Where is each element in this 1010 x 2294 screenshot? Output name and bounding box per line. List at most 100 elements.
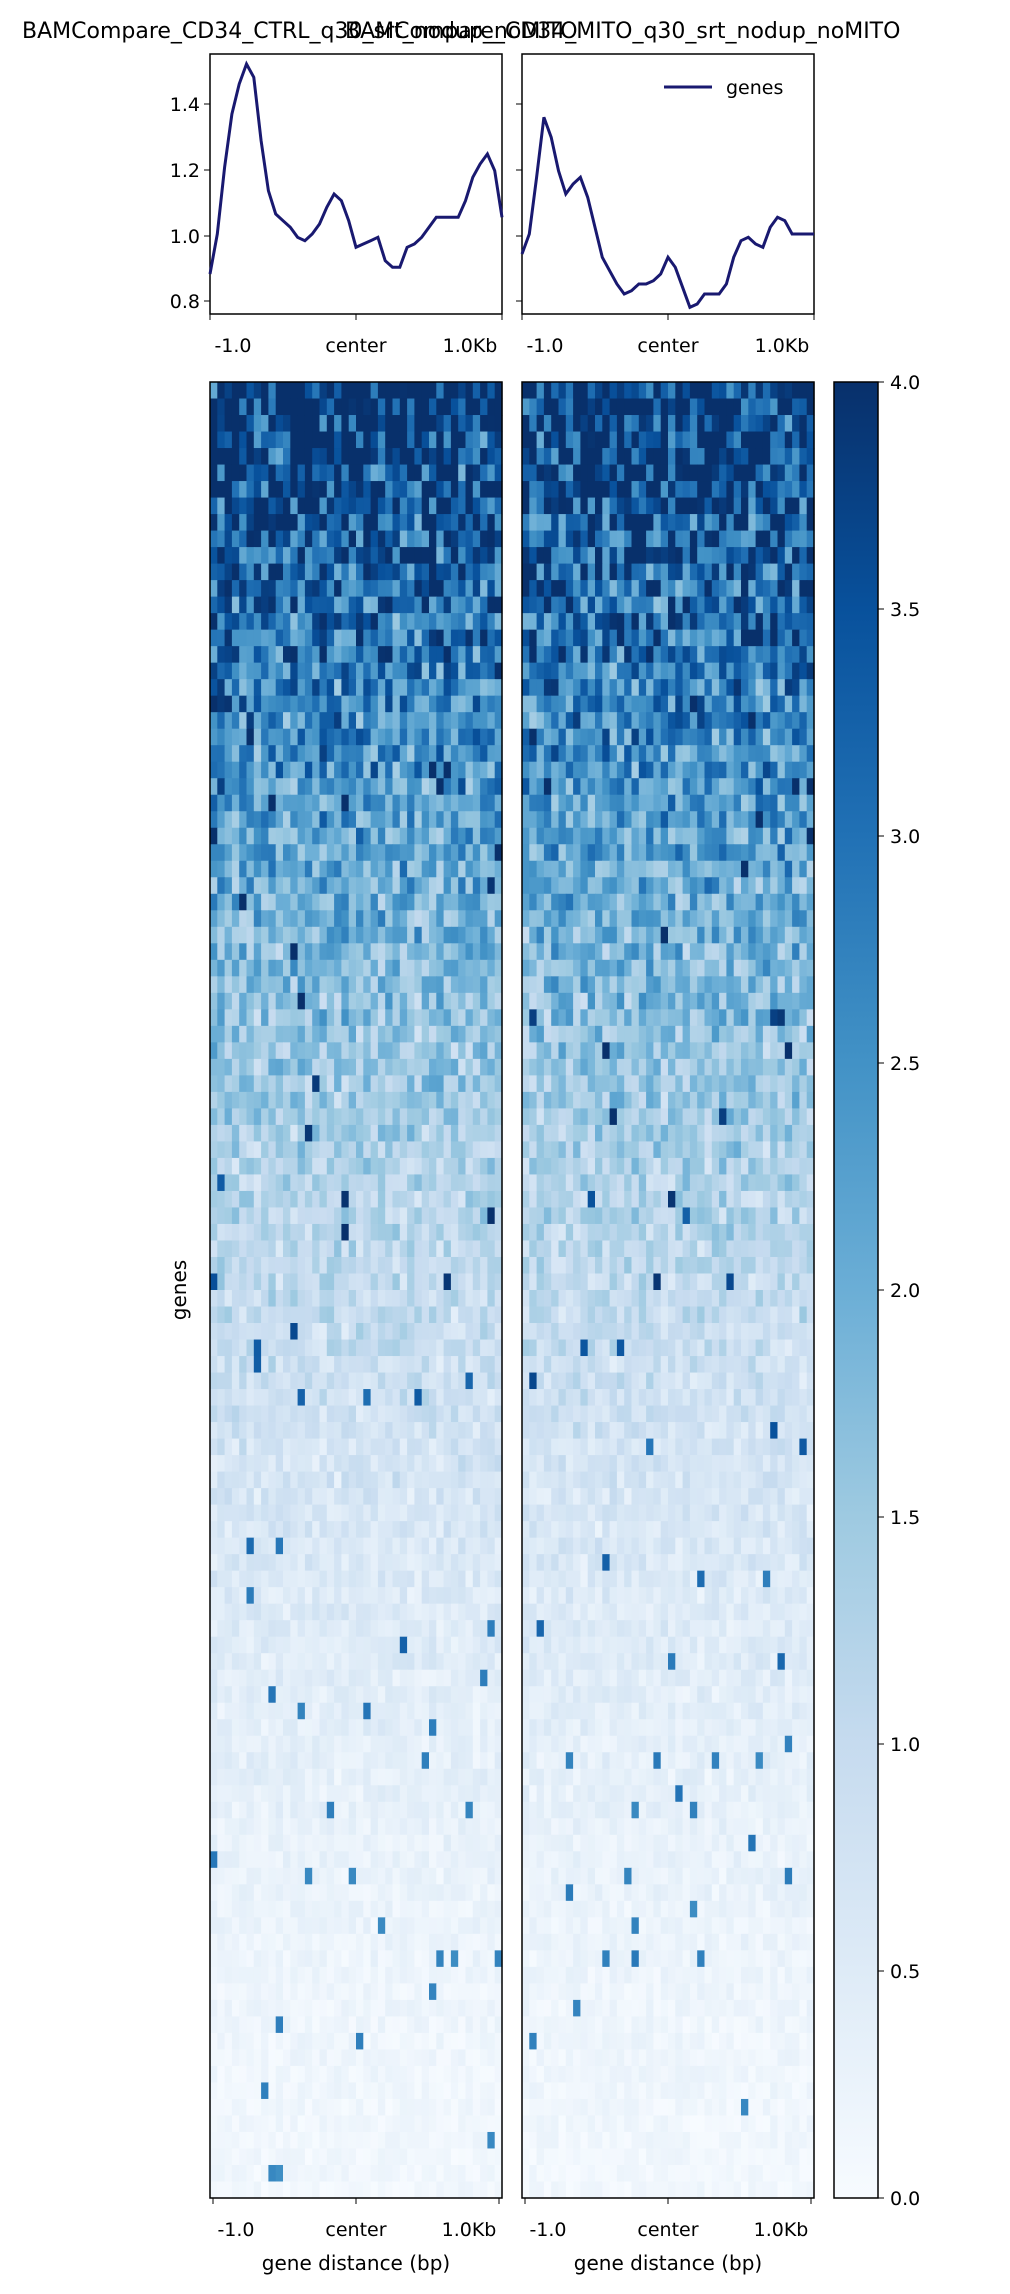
- heatmap-cell: [231, 1867, 240, 1885]
- heatmap-cell: [458, 1438, 467, 1456]
- heatmap-cell: [341, 547, 350, 565]
- heatmap-cell: [290, 910, 299, 928]
- heatmap-cell: [580, 514, 589, 532]
- heatmap-cell: [711, 481, 720, 499]
- heatmap-cell: [609, 530, 618, 548]
- heatmap-cell: [319, 1207, 328, 1225]
- heatmap-cell: [385, 646, 394, 664]
- heatmap-cell: [356, 1174, 364, 1192]
- heatmap-cell: [450, 431, 459, 449]
- heatmap-cell: [392, 1950, 401, 1968]
- heatmap-cell: [392, 1042, 401, 1060]
- heatmap-cell: [334, 1124, 342, 1143]
- heatmap-cell: [429, 497, 437, 515]
- heatmap-cell: [784, 596, 793, 614]
- heatmap-cell: [261, 2115, 269, 2133]
- heatmap-cell: [443, 580, 452, 598]
- heatmap-cell: [341, 1867, 350, 1885]
- heatmap-cell: [319, 1521, 328, 1539]
- heatmap-cell: [682, 580, 691, 598]
- heatmap-cell: [450, 877, 459, 895]
- heatmap-cell: [363, 382, 372, 400]
- heatmap-cell: [334, 712, 342, 730]
- heatmap-cell: [377, 811, 386, 829]
- heatmap-cell: [551, 398, 560, 416]
- heatmap-cell: [283, 1306, 291, 1324]
- heatmap-cell: [268, 1438, 277, 1456]
- heatmap-cell: [239, 2098, 248, 2117]
- heatmap-cell: [253, 1587, 262, 1605]
- heatmap-cell: [443, 2065, 452, 2084]
- heatmap-cell: [602, 481, 611, 499]
- heatmap-cell: [283, 844, 291, 862]
- heatmap-cell: [341, 1273, 350, 1291]
- heatmap-cell: [312, 1933, 321, 1951]
- heatmap-cell: [429, 877, 437, 895]
- heatmap-cell: [377, 1124, 386, 1143]
- heatmap-cell: [443, 596, 452, 614]
- heatmap-cell: [421, 1323, 430, 1341]
- heatmap-cell: [421, 1620, 430, 1638]
- heatmap-cell: [450, 1818, 459, 1836]
- heatmap-cell: [275, 596, 284, 614]
- heatmap-cell: [480, 1075, 488, 1093]
- heatmap-cell: [297, 1025, 306, 1043]
- heatmap-cell: [356, 629, 364, 647]
- heatmap-cell: [275, 1058, 284, 1076]
- heatmap-cell: [319, 2082, 328, 2100]
- heatmap-cell: [414, 2148, 423, 2166]
- heatmap-cell: [290, 1785, 299, 1803]
- heatmap-cell: [399, 811, 408, 829]
- heatmap-cell: [436, 1471, 445, 1489]
- heatmap-cell: [363, 1719, 372, 1737]
- heatmap-cell: [304, 1422, 313, 1440]
- heatmap-cell: [348, 1554, 357, 1572]
- heatmap-cell: [682, 563, 691, 581]
- heatmap-cell: [465, 1356, 474, 1374]
- heatmap-cell: [239, 1422, 248, 1440]
- heatmap-cell: [275, 563, 284, 581]
- heatmap-cell: [385, 1900, 394, 1918]
- heatmap-cell: [283, 1323, 291, 1341]
- heatmap-cell: [377, 1009, 386, 1027]
- heatmap-cell: [458, 844, 467, 862]
- heatmap-cell: [399, 1521, 408, 1539]
- heatmap-cell: [682, 464, 691, 482]
- heatmap-cell: [407, 827, 415, 845]
- heatmap-cell: [312, 844, 321, 862]
- heatmap-cell: [458, 1570, 467, 1588]
- heatmap-cell: [356, 1240, 364, 1258]
- heatmap-cell: [450, 794, 459, 812]
- heatmap-cell: [480, 1900, 488, 1918]
- heatmap-cell: [224, 877, 233, 895]
- heatmap-cell: [348, 2148, 357, 2166]
- heatmap-cell: [494, 2181, 503, 2199]
- heatmap-cell: [421, 893, 430, 911]
- heatmap-cell: [246, 563, 255, 581]
- heatmap-cell: [363, 1669, 372, 1687]
- heatmap-cell: [312, 580, 321, 598]
- heatmap-cell: [660, 464, 669, 482]
- heatmap-cell: [210, 1190, 218, 1209]
- heatmap-cell: [312, 1983, 321, 2001]
- heatmap-cell: [762, 530, 771, 548]
- heatmap-cell: [319, 1900, 328, 1918]
- heatmap-cell: [312, 1422, 321, 1440]
- heatmap-cell: [348, 1504, 357, 1522]
- heatmap-cell: [638, 415, 647, 433]
- heatmap-cell: [414, 1554, 423, 1572]
- heatmap-cell: [239, 844, 248, 862]
- heatmap-cell: [551, 530, 560, 548]
- heatmap-cell: [565, 580, 574, 598]
- heatmap-cell: [472, 794, 481, 812]
- heatmap-cell: [348, 1157, 357, 1176]
- heatmap-cell: [399, 1735, 408, 1753]
- heatmap-cell: [443, 1818, 452, 1836]
- heatmap-cell: [668, 382, 676, 400]
- heatmap-cell: [595, 514, 603, 532]
- heatmap-cell: [290, 1389, 299, 1407]
- heatmap-cell: [217, 827, 226, 845]
- heatmap-cell: [436, 1983, 445, 2001]
- heatmap-cell: [631, 514, 640, 532]
- heatmap-cell: [231, 662, 240, 680]
